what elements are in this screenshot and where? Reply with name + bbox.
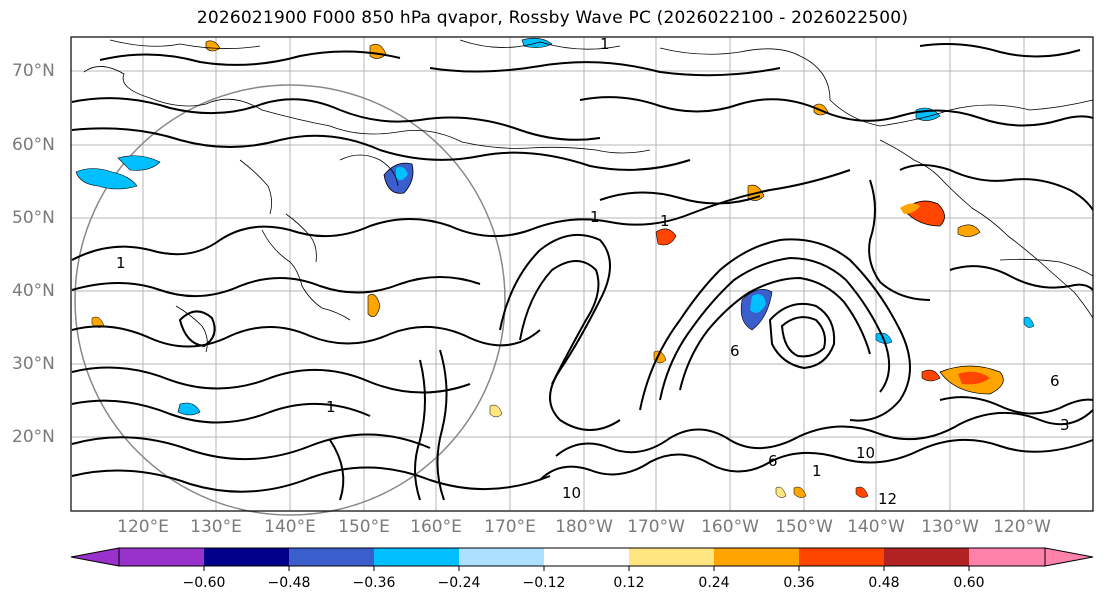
colorbar-tick-label: −0.36 [352,575,396,591]
colorbar-tick-label: 0.12 [613,575,645,591]
lon-label: 180°W [555,517,613,537]
lon-label: 140°W [847,517,905,537]
colorbar-bin [969,548,1045,566]
contour-label: 10 [856,444,875,462]
lon-label: 160°W [701,517,759,537]
colorbar-bin [799,548,884,566]
lon-label: 120°W [993,517,1051,537]
contour-label: 10 [562,484,581,502]
colorbar-bin [119,548,204,566]
lon-label: 140°E [264,517,316,537]
map-border [70,36,1094,512]
contour-label-group: 1 1 1 1 1 1 6 6 6 10 10 12 3 [116,35,1070,508]
lat-label: 70°N [12,61,55,81]
contours [71,43,1094,501]
contour-label: 6 [730,342,740,360]
lat-label: 30°N [12,354,55,374]
colorbar-tick-label: 0.48 [868,575,900,591]
contour-label: 12 [878,490,897,508]
contour-label: 1 [116,254,126,272]
colorbar-tick-label: 0.36 [783,575,815,591]
lon-label: 130°W [921,517,979,537]
colorbar-outline [118,547,1046,567]
anomaly-patches [75,37,1035,498]
colorbar-tick-label: −0.24 [437,575,481,591]
contour-label: 1 [812,462,822,480]
contour-label: 1 [600,35,610,53]
map-background [71,37,1093,511]
contour-label: 1 [590,208,600,226]
graticule [71,37,1093,511]
contour-label: 1 [660,212,670,230]
colorbar-bin [374,548,459,566]
colorbar-extend-min [70,547,120,567]
colorbar [70,547,1094,571]
figure-title: 2026021900 F000 850 hPa qvapor, Rossby W… [196,8,909,28]
colorbar-bin [289,548,374,566]
lat-label: 60°N [12,135,55,155]
contour-label: 6 [768,452,778,470]
colorbar-bin [459,548,544,566]
colorbar-tick-label: 0.60 [953,575,985,591]
colorbar-extend-max [1044,547,1094,567]
lat-label: 40°N [12,281,55,301]
colorbar-tick-label: −0.60 [182,575,226,591]
colorbar-tick-label: 0.24 [698,575,730,591]
colorbar-bin [544,548,629,566]
contour-label: 6 [1050,372,1060,390]
coastlines [83,39,1094,353]
colorbar-ticks [203,566,970,571]
region-circle [74,84,506,516]
lon-label: 170°E [484,517,536,537]
colorbar-bin [884,548,969,566]
lon-label: 170°W [627,517,685,537]
lon-label: 120°E [117,517,169,537]
lon-label: 150°E [338,517,390,537]
colorbar-bin [204,548,289,566]
colorbar-tick-label: −0.48 [267,575,311,591]
lon-label: 160°E [410,517,462,537]
lon-label: 130°E [190,517,242,537]
contour-label: 1 [326,398,336,416]
lat-label: 50°N [12,208,55,228]
colorbar-bin [714,548,799,566]
colorbar-tick-label: −0.12 [522,575,566,591]
contour-label: 3 [1060,416,1070,434]
lat-label: 20°N [12,427,55,447]
colorbar-bin [629,548,714,566]
lon-label: 150°W [775,517,833,537]
